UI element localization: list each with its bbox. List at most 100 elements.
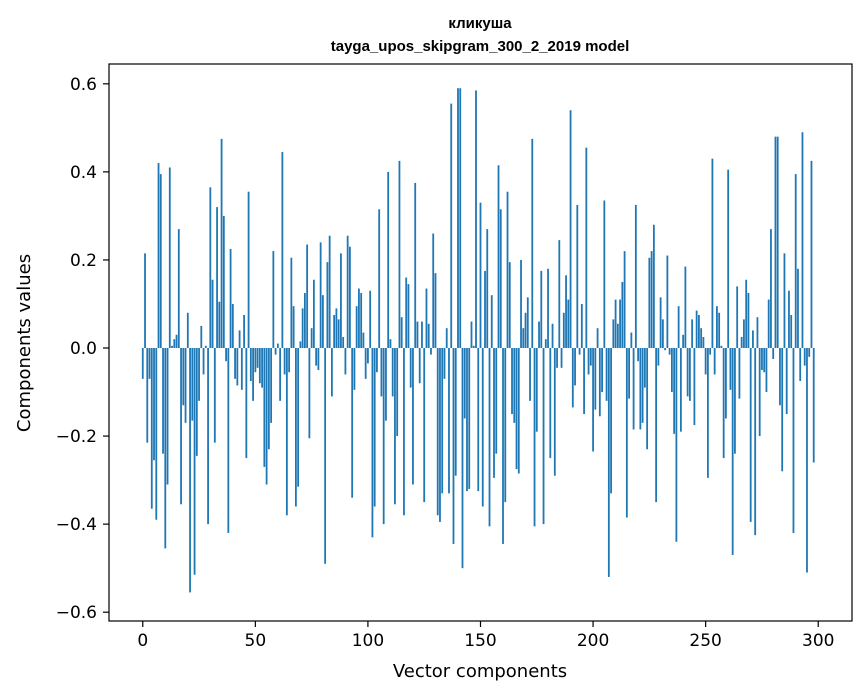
bar-72 bbox=[303, 292, 306, 348]
bar-79 bbox=[319, 242, 322, 349]
bar-33 bbox=[216, 207, 218, 348]
bar-258 bbox=[722, 348, 725, 459]
bar-113 bbox=[396, 348, 399, 437]
bar-246 bbox=[695, 310, 698, 349]
bar-163 bbox=[508, 262, 511, 348]
bar-124 bbox=[421, 321, 423, 348]
bar-280 bbox=[772, 348, 775, 360]
bar-174 bbox=[533, 348, 536, 527]
bar-110 bbox=[389, 339, 392, 349]
bar-171 bbox=[526, 297, 529, 349]
bar-273 bbox=[756, 317, 759, 348]
bar-78 bbox=[317, 348, 320, 371]
bar-28 bbox=[204, 345, 207, 348]
bar-234 bbox=[668, 348, 671, 355]
bar-30 bbox=[209, 187, 212, 349]
bar-56 bbox=[267, 348, 270, 450]
bar-292 bbox=[799, 348, 802, 382]
bar-169 bbox=[522, 328, 525, 348]
bar-98 bbox=[362, 332, 365, 348]
bar-155 bbox=[490, 295, 493, 349]
bar-268 bbox=[745, 279, 748, 348]
bar-118 bbox=[407, 284, 410, 349]
bar-101 bbox=[369, 290, 372, 348]
bar-121 bbox=[414, 182, 417, 349]
bar-86 bbox=[335, 308, 338, 349]
y-axis-ticks: −0.6 −0.4 −0.2 0.0 0.2 0.4 0.6 bbox=[56, 75, 109, 623]
bar-87 bbox=[337, 319, 340, 348]
bar-182 bbox=[551, 323, 554, 349]
bar-263 bbox=[734, 348, 736, 454]
bar-44 bbox=[240, 348, 243, 390]
bar-178 bbox=[542, 348, 545, 525]
bar-58 bbox=[272, 251, 275, 348]
bar-276 bbox=[763, 348, 766, 373]
x-tick-label: 100 bbox=[352, 631, 384, 651]
bar-25 bbox=[198, 348, 200, 401]
bar-140 bbox=[457, 88, 459, 349]
bar-192 bbox=[574, 348, 576, 386]
bar-131 bbox=[436, 348, 439, 516]
bar-260 bbox=[727, 169, 730, 349]
bar-129 bbox=[432, 233, 435, 348]
bar-170 bbox=[524, 312, 527, 349]
bar-189 bbox=[567, 299, 570, 348]
bar-16 bbox=[177, 229, 180, 349]
bar-250 bbox=[704, 348, 707, 375]
bar-194 bbox=[578, 348, 581, 355]
bar-159 bbox=[499, 209, 502, 348]
bar-284 bbox=[781, 348, 784, 472]
bar-146 bbox=[470, 321, 473, 348]
bar-150 bbox=[479, 202, 482, 348]
bar-9 bbox=[162, 348, 164, 454]
bar-20 bbox=[186, 312, 189, 349]
bar-269 bbox=[747, 292, 750, 348]
bar-151 bbox=[481, 348, 484, 507]
bar-274 bbox=[758, 348, 761, 437]
bar-228 bbox=[655, 348, 658, 503]
y-tick-label: 0.4 bbox=[70, 163, 97, 183]
bars-group bbox=[141, 88, 815, 593]
bar-176 bbox=[538, 321, 540, 348]
bar-109 bbox=[387, 171, 390, 349]
x-tick-label: 250 bbox=[689, 631, 721, 651]
bar-52 bbox=[258, 348, 261, 384]
bar-89 bbox=[342, 337, 345, 349]
y-tick-label: 0.2 bbox=[70, 251, 97, 271]
bar-203 bbox=[598, 348, 601, 417]
bar-279 bbox=[770, 229, 772, 349]
y-tick-label: −0.4 bbox=[56, 515, 97, 535]
bar-278 bbox=[767, 299, 770, 348]
bar-187 bbox=[562, 312, 565, 349]
y-axis-label: Components values bbox=[14, 254, 35, 432]
bar-244 bbox=[691, 319, 694, 348]
bar-50 bbox=[254, 348, 257, 373]
bar-53 bbox=[261, 348, 263, 388]
bar-55 bbox=[265, 348, 268, 485]
bar-125 bbox=[423, 348, 426, 503]
bar-134 bbox=[443, 348, 446, 379]
bar-39 bbox=[229, 248, 232, 348]
bar-104 bbox=[376, 348, 378, 373]
bar-240 bbox=[682, 334, 685, 348]
bar-237 bbox=[675, 348, 678, 542]
bar-168 bbox=[520, 259, 522, 348]
bar-75 bbox=[310, 328, 313, 348]
bar-186 bbox=[560, 348, 563, 368]
bar-43 bbox=[238, 330, 241, 348]
bar-184 bbox=[556, 348, 558, 368]
bar-145 bbox=[468, 348, 471, 489]
bar-130 bbox=[434, 273, 437, 348]
bar-137 bbox=[450, 103, 453, 349]
bar-29 bbox=[207, 348, 209, 525]
bar-211 bbox=[616, 323, 619, 349]
bar-191 bbox=[571, 348, 574, 408]
bar-76 bbox=[312, 279, 315, 348]
bar-179 bbox=[544, 339, 547, 349]
bar-147 bbox=[472, 345, 475, 348]
bar-74 bbox=[308, 348, 311, 439]
bar-116 bbox=[403, 348, 405, 516]
bar-12 bbox=[168, 167, 171, 348]
bar-248 bbox=[700, 328, 703, 348]
